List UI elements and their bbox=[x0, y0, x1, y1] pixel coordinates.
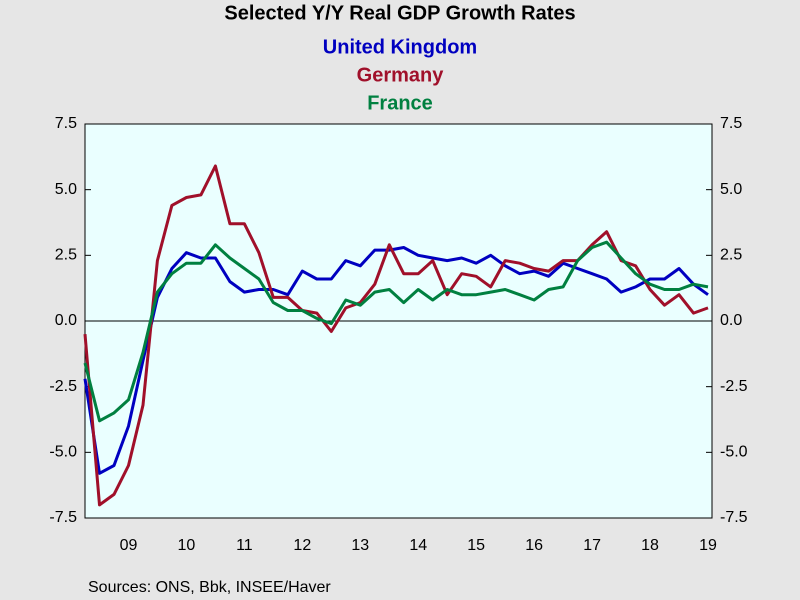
y2-tick-label: 7.5 bbox=[720, 115, 742, 132]
y-tick-label: -2.5 bbox=[49, 378, 77, 395]
y2-tick-label: 2.5 bbox=[720, 247, 742, 264]
y-tick-label: 7.5 bbox=[55, 115, 77, 132]
legend-entry: Germany bbox=[357, 64, 445, 86]
y-tick-label: 2.5 bbox=[55, 247, 77, 264]
x-tick-label: 11 bbox=[236, 537, 253, 554]
legend-entry: France bbox=[367, 92, 433, 114]
x-tick-label: 16 bbox=[525, 537, 543, 554]
x-tick-label: 19 bbox=[699, 537, 717, 554]
x-tick-label: 18 bbox=[641, 537, 659, 554]
source-note: Sources: ONS, Bbk, INSEE/Haver bbox=[88, 579, 331, 596]
y-tick-label: -7.5 bbox=[49, 509, 77, 526]
x-tick-label: 10 bbox=[178, 537, 196, 554]
x-tick-label: 14 bbox=[409, 537, 427, 554]
x-tick-label: 13 bbox=[351, 537, 369, 554]
y2-tick-label: 5.0 bbox=[720, 181, 742, 198]
y2-tick-label: -7.5 bbox=[720, 509, 748, 526]
y-tick-label: -5.0 bbox=[49, 444, 77, 461]
series-line bbox=[83, 164, 709, 507]
y2-tick-label: 0.0 bbox=[720, 312, 742, 329]
x-tick-label: 17 bbox=[583, 537, 601, 554]
y-tick-label: 5.0 bbox=[55, 181, 77, 198]
y2-tick-label: -2.5 bbox=[720, 378, 748, 395]
x-tick-label: 09 bbox=[120, 537, 138, 554]
y-tick-label: 0.0 bbox=[55, 312, 77, 329]
y2-tick-label: -5.0 bbox=[720, 444, 748, 461]
series-line bbox=[83, 240, 709, 423]
legend-entry: United Kingdom bbox=[323, 36, 477, 58]
x-tick-label: 12 bbox=[293, 537, 311, 554]
x-tick-label: 15 bbox=[467, 537, 485, 554]
series-line bbox=[83, 246, 709, 475]
chart-title: Selected Y/Y Real GDP Growth Rates bbox=[224, 2, 575, 24]
